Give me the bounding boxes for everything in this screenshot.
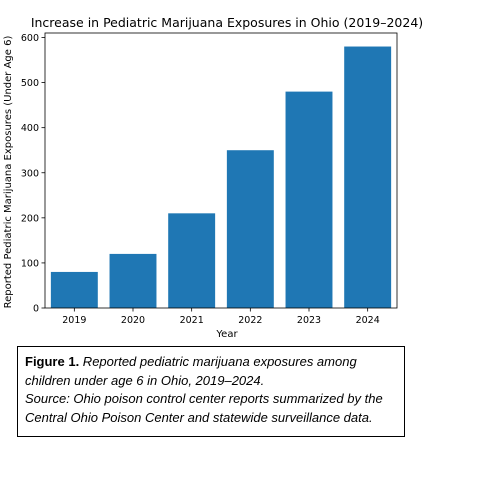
y-tick-label-0: 0 <box>33 304 39 315</box>
figure-caption: Figure 1. Reported pediatric marijuana e… <box>17 346 405 437</box>
x-tick-label-2021: 2021 <box>180 315 204 326</box>
x-tick-label-2023: 2023 <box>297 315 321 326</box>
y-axis-label: Reported Pediatric Marijuana Exposures (… <box>3 36 14 309</box>
bar-2019 <box>50 271 98 308</box>
bar-2023 <box>285 91 333 308</box>
axes-frame <box>44 32 398 309</box>
x-tick-label-2019: 2019 <box>62 315 86 326</box>
x-tick-label-2024: 2024 <box>356 315 380 326</box>
y-tick-label-600: 600 <box>21 33 39 44</box>
x-axis-label: Year <box>215 329 238 340</box>
figure-description: Reported pediatric marijuana exposures a… <box>25 354 357 388</box>
bar-2021 <box>168 213 216 308</box>
bar-2024 <box>344 46 392 308</box>
figure-source: Source: Ohio poison control center repor… <box>25 391 383 425</box>
bar-2022 <box>226 150 274 308</box>
y-tick-label-200: 200 <box>21 213 39 224</box>
y-tick-label-100: 100 <box>21 258 39 269</box>
y-tick-label-400: 400 <box>21 123 39 134</box>
bar-2020 <box>109 253 157 308</box>
plot-area: 0 100 200 300 400 500 600 2019 2020 2021 2022 2023 2… <box>21 32 398 326</box>
y-tick-label-500: 500 <box>21 78 39 89</box>
y-tick-label-300: 300 <box>21 168 39 179</box>
figure-label: Figure 1. <box>25 354 80 369</box>
x-tick-label-2020: 2020 <box>121 315 145 326</box>
chart-title: Increase in Pediatric Marijuana Exposure… <box>31 15 423 30</box>
x-tick-label-2022: 2022 <box>238 315 262 326</box>
bar-chart: Increase in Pediatric Marijuana Exposure… <box>3 15 423 340</box>
